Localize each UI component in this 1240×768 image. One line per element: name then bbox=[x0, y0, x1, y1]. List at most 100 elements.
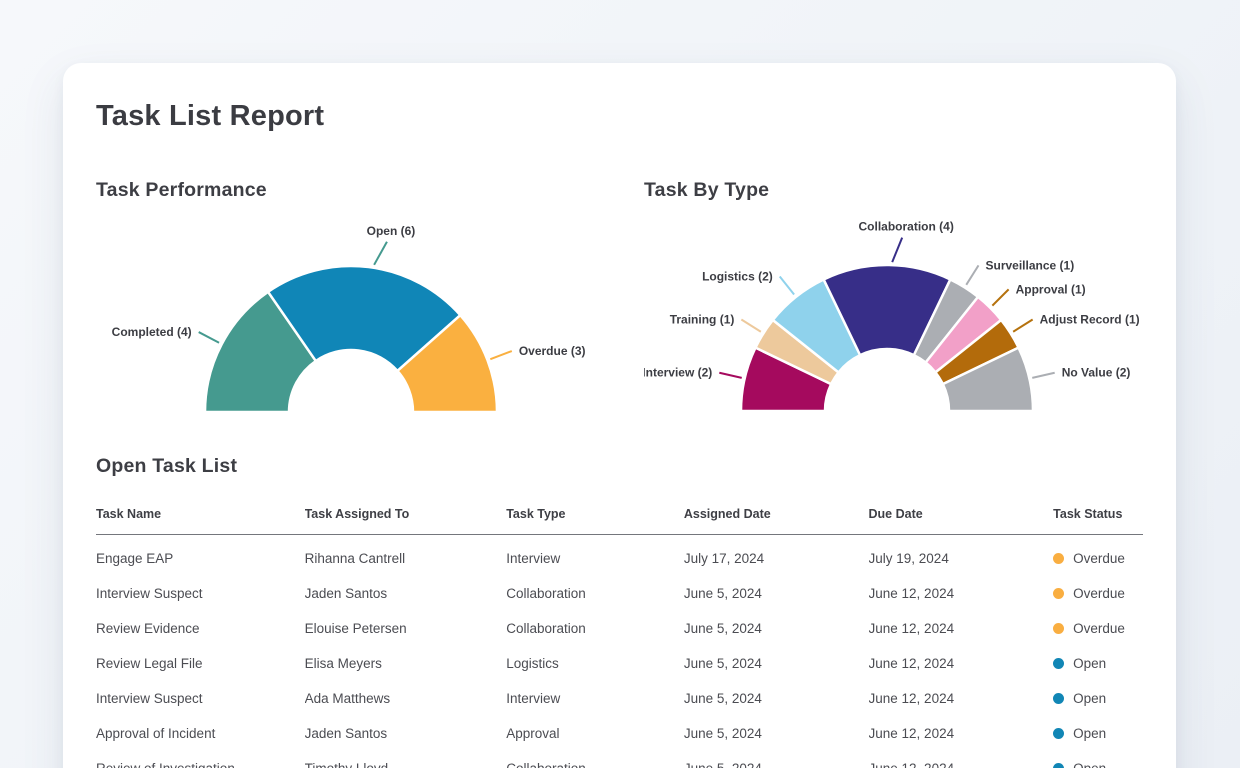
cell-due-date: June 12, 2024 bbox=[868, 621, 955, 636]
chart-title-task-by-type: Task By Type bbox=[644, 179, 770, 201]
chart-leader-line-training bbox=[740, 318, 762, 333]
cell-task-type: Logistics bbox=[506, 656, 559, 671]
chart-leader-line-logistics bbox=[778, 275, 795, 296]
cell-task-type: Collaboration bbox=[506, 586, 586, 601]
cell-assigned-date: June 5, 2024 bbox=[683, 726, 762, 741]
status-dot-icon bbox=[1053, 553, 1065, 564]
cell-assigned-date: June 5, 2024 bbox=[683, 656, 762, 671]
chart-task-performance: Task Performance Completed (4) Open (6) Ov… bbox=[96, 177, 644, 417]
cell-task-status: Overdue bbox=[1053, 586, 1143, 601]
chart-label-no-value: No Value (2) bbox=[1062, 366, 1131, 380]
cell-task-type: Interview bbox=[506, 551, 561, 566]
chart-label-overdue: Overdue (3) bbox=[519, 344, 586, 358]
cell-assigned-date: June 5, 2024 bbox=[683, 691, 762, 706]
chart-label-collaboration: Collaboration (4) bbox=[858, 220, 953, 234]
chart-label-adjust-record: Adjust Record (1) bbox=[1040, 312, 1140, 326]
cell-task-status: Open bbox=[1053, 656, 1143, 671]
status-dot-icon bbox=[1053, 588, 1065, 599]
chart-segment-collaboration[interactable] bbox=[822, 263, 952, 357]
chart-leader-line-collaboration bbox=[891, 237, 904, 263]
status-dot-icon bbox=[1053, 623, 1065, 634]
cell-due-date: June 12, 2024 bbox=[868, 656, 955, 671]
cell-task-assigned-to: Elouise Petersen bbox=[304, 621, 407, 636]
chart-label-training: Training (1) bbox=[670, 312, 735, 326]
cell-task-type: Collaboration bbox=[506, 621, 586, 636]
cell-task-status: Overdue bbox=[1053, 621, 1143, 636]
cell-task-status: Open bbox=[1053, 761, 1143, 768]
cell-due-date: June 12, 2024 bbox=[868, 586, 955, 601]
chart-label-open: Open (6) bbox=[367, 224, 416, 238]
table-row: Interview Suspect Ada Matthews Interview Ju… bbox=[96, 681, 1143, 716]
report-card: Task List Report Task Performance Comple… bbox=[63, 63, 1176, 768]
cell-task-name: Engage EAP bbox=[96, 551, 174, 566]
cell-assigned-date: July 17, 2024 bbox=[683, 551, 765, 566]
status-dot-icon bbox=[1053, 763, 1065, 768]
column-header-due-date: Due Date bbox=[868, 507, 923, 521]
cell-task-assigned-to: Rihanna Cantrell bbox=[304, 551, 406, 566]
chart-label-logistics: Logistics (2) bbox=[702, 270, 773, 284]
table-body: Engage EAP Rihanna Cantrell Interview July … bbox=[96, 535, 1143, 768]
chart-leader-line-overdue bbox=[489, 350, 513, 361]
status-dot-icon bbox=[1053, 658, 1065, 669]
status-label: Open bbox=[1073, 761, 1106, 768]
cell-task-name: Interview Suspect bbox=[96, 586, 203, 601]
charts-row: Task Performance Completed (4) Open (6) Ov… bbox=[96, 177, 1143, 417]
cell-task-status: Overdue bbox=[1053, 551, 1143, 566]
cell-task-assigned-to: Jaden Santos bbox=[304, 726, 388, 741]
cell-task-name: Review Evidence bbox=[96, 621, 200, 636]
status-label: Overdue bbox=[1073, 586, 1125, 601]
table-row: Review Legal File Elisa Meyers Logistics Ju… bbox=[96, 646, 1143, 681]
chart-label-interview: Interview (2) bbox=[644, 366, 712, 380]
status-label: Open bbox=[1073, 656, 1107, 671]
chart-task-by-type: Task By Type Interview (2) Training (1) Lo… bbox=[644, 177, 1176, 417]
chart-segment-open[interactable] bbox=[266, 264, 462, 373]
chart-segment-overdue[interactable] bbox=[396, 313, 499, 414]
cell-due-date: June 12, 2024 bbox=[868, 726, 955, 741]
task-table: Task Name Task Assigned To Task Type Ass… bbox=[96, 501, 1143, 768]
table-row: Approval of Incident Jaden Santos Approval… bbox=[96, 716, 1143, 751]
open-task-list-title: Open Task List bbox=[96, 455, 238, 477]
cell-task-name: Interview Suspect bbox=[96, 691, 203, 706]
column-header-assigned-date: Assigned Date bbox=[683, 507, 771, 521]
table-header: Task Name Task Assigned To Task Type Ass… bbox=[96, 501, 1143, 535]
chart-segment-no-value[interactable] bbox=[941, 346, 1035, 413]
chart-leader-line-completed bbox=[198, 331, 220, 344]
cell-assigned-date: June 5, 2024 bbox=[683, 586, 762, 601]
chart-label-completed: Completed (4) bbox=[112, 325, 192, 339]
cell-task-type: Collaboration bbox=[506, 761, 684, 768]
chart-leader-line-approval bbox=[991, 288, 1010, 307]
status-label: Open bbox=[1073, 726, 1107, 741]
chart-leader-line-open bbox=[373, 241, 388, 266]
cell-task-name: Review of Investigation bbox=[96, 761, 305, 768]
cell-task-status: Open bbox=[1053, 691, 1143, 706]
column-header-task-type: Task Type bbox=[506, 507, 566, 521]
chart-leader-line-interview bbox=[719, 371, 742, 379]
task-performance-gauge-chart: Completed (4) Open (6) Overdue (3) bbox=[112, 224, 586, 414]
chart-label-approval: Approval (1) bbox=[1016, 282, 1086, 296]
cell-task-type: Interview bbox=[506, 691, 561, 706]
column-header-task-assigned-to: Task Assigned To bbox=[304, 507, 410, 521]
cell-task-status: Open bbox=[1053, 726, 1143, 741]
page-title: Task List Report bbox=[96, 100, 325, 132]
chart-leader-line-surveillance bbox=[965, 264, 980, 286]
cell-assigned-date: June 5, 2024 bbox=[684, 761, 869, 768]
chart-leader-line-adjust-record bbox=[1012, 318, 1034, 333]
cell-task-name: Approval of Incident bbox=[96, 726, 216, 741]
cell-task-type: Approval bbox=[506, 726, 560, 741]
chart-label-surveillance: Surveillance (1) bbox=[986, 258, 1075, 272]
status-label: Open bbox=[1073, 691, 1107, 706]
chart-title-task-performance: Task Performance bbox=[96, 179, 267, 201]
cell-due-date: June 12, 2024 bbox=[869, 761, 1054, 768]
status-dot-icon bbox=[1053, 693, 1065, 704]
column-header-task-status: Task Status bbox=[1053, 507, 1123, 521]
cell-task-assigned-to: Timothy Lloyd bbox=[305, 761, 507, 768]
cell-due-date: June 12, 2024 bbox=[868, 691, 955, 706]
cell-task-assigned-to: Elisa Meyers bbox=[304, 656, 382, 671]
cell-assigned-date: June 5, 2024 bbox=[683, 621, 762, 636]
chart-leader-line-no-value bbox=[1032, 371, 1055, 379]
column-header-task-name: Task Name bbox=[96, 507, 162, 521]
cell-task-name: Review Legal File bbox=[96, 656, 203, 671]
task-by-type-gauge-chart: Interview (2) Training (1) Logistics (2) Co… bbox=[644, 220, 1140, 413]
status-dot-icon bbox=[1053, 728, 1065, 739]
status-label: Overdue bbox=[1073, 551, 1125, 566]
